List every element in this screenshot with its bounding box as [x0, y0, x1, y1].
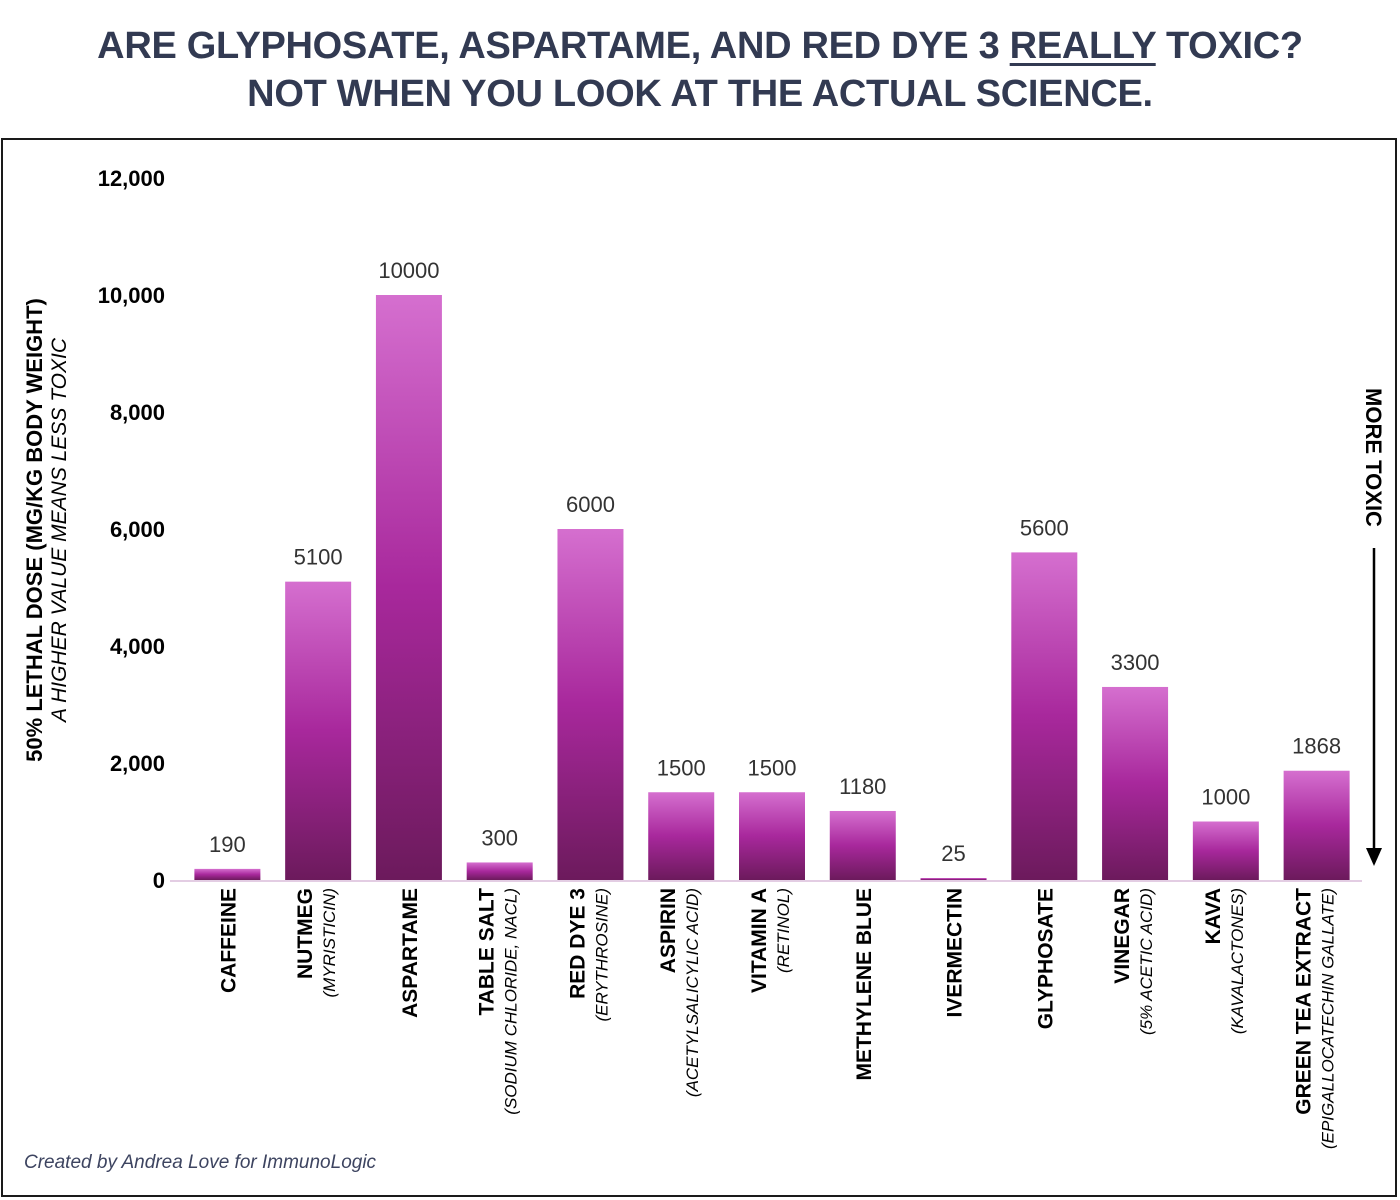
value-label: 1000: [1201, 785, 1250, 810]
x-category-label: METHYLENE BLUE: [853, 888, 876, 1081]
bar-nutmeg: [285, 581, 352, 880]
value-label: 25: [941, 841, 965, 866]
value-label: 6000: [566, 492, 615, 517]
bar-glyphosate: [1011, 552, 1078, 880]
x-category-label: GREEN TEA EXTRACT: [1293, 888, 1316, 1115]
x-category-sublabel: (ERYTHROSINE): [592, 888, 611, 1022]
bar-aspartame: [375, 295, 442, 880]
bar-aspirin: [648, 792, 715, 880]
credit-text: Created by Andrea Love for ImmunoLogic: [24, 1152, 377, 1173]
x-category-label: KAVA: [1202, 888, 1225, 944]
value-label: 5100: [294, 545, 343, 570]
x-category-sublabel: (MYRISTICIN): [320, 888, 339, 998]
value-label: 190: [209, 832, 246, 857]
value-label: 1500: [657, 755, 706, 780]
bar-ivermectin: [920, 878, 987, 880]
bar-methylene-blue: [829, 810, 896, 880]
value-label: 10000: [378, 258, 439, 283]
x-category-label: VINEGAR: [1111, 888, 1134, 984]
y-tick-label: 12,000: [98, 166, 165, 191]
x-category-sublabel: (EPIGALLOCATECHIN GALLATE): [1319, 888, 1338, 1149]
y-axis-title: 50% LETHAL DOSE (MG/KG BODY WEIGHT): [22, 298, 47, 762]
more-toxic-label: MORE TOXIC: [1361, 388, 1386, 527]
x-category-sublabel: (5% ACETIC ACID): [1137, 888, 1156, 1035]
bar-vinegar: [1102, 686, 1169, 880]
bar-vitamin-a: [739, 792, 805, 880]
value-label: 300: [481, 825, 518, 850]
y-tick-label: 4,000: [110, 634, 165, 659]
y-tick-label: 6,000: [110, 517, 165, 542]
bar-caffeine: [194, 868, 261, 880]
value-label: 1868: [1292, 734, 1341, 759]
x-category-sublabel: (RETINOL): [774, 888, 793, 973]
bar-table-salt: [466, 862, 533, 880]
value-label: 1500: [748, 755, 797, 780]
x-category-label: CAFFEINE: [217, 888, 240, 993]
x-category-label: RED DYE 3: [566, 888, 589, 999]
y-tick-label: 0: [153, 868, 165, 893]
x-category-label: TABLE SALT: [476, 888, 499, 1016]
value-label: 1180: [839, 774, 886, 799]
x-category-label: ASPIRIN: [657, 888, 680, 973]
y-tick-label: 2,000: [110, 751, 165, 776]
chart-frame: [1, 138, 1397, 1197]
title-line-1: ARE GLYPHOSATE, ASPARTAME, AND RED DYE 3…: [97, 25, 1303, 67]
x-category-label: VITAMIN A: [748, 888, 771, 993]
title-line-2: NOT WHEN YOU LOOK AT THE ACTUAL SCIENCE.: [247, 73, 1153, 115]
page-title: ARE GLYPHOSATE, ASPARTAME, AND RED DYE 3…: [0, 22, 1400, 118]
bar-red-dye-3: [557, 529, 624, 880]
x-category-label: ASPARTAME: [399, 888, 422, 1018]
arrow-down-icon: [1366, 848, 1382, 866]
x-category-sublabel: (SODIUM CHLORIDE, NACL): [502, 888, 521, 1115]
x-category-label: NUTMEG: [294, 888, 317, 979]
y-tick-label: 10,000: [98, 283, 165, 308]
value-label: 3300: [1111, 650, 1160, 675]
title-emphasis-really: REALLY: [1009, 25, 1156, 67]
y-axis-subtitle: A HIGHER VALUE MEANS LESS TOXIC: [48, 337, 71, 724]
bar-green-tea-extract: [1283, 770, 1350, 880]
bar-kava: [1192, 821, 1259, 880]
x-category-sublabel: (ACETYLSALICYLIC ACID): [683, 888, 702, 1097]
x-category-label: GLYPHOSATE: [1034, 888, 1057, 1029]
x-category-sublabel: (KAVALACTONES): [1228, 888, 1247, 1034]
x-category-label: IVERMECTIN: [944, 888, 967, 1018]
y-tick-label: 8,000: [110, 400, 165, 425]
value-label: 5600: [1020, 515, 1069, 540]
